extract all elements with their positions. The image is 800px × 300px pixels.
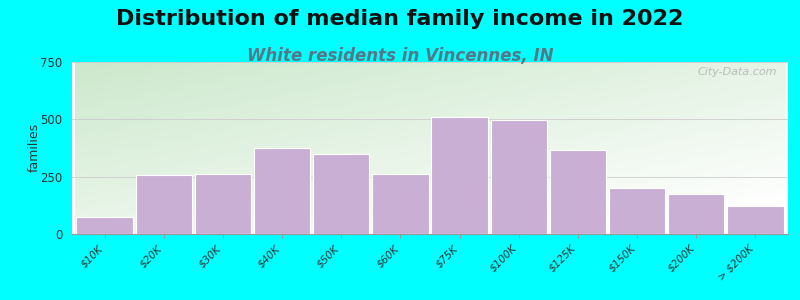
- Bar: [550, 150, 606, 234]
- Bar: [431, 117, 488, 234]
- Text: City-Data.com: City-Data.com: [698, 67, 778, 77]
- Bar: [609, 188, 666, 234]
- Bar: [136, 175, 192, 234]
- Bar: [313, 154, 370, 234]
- Bar: [194, 174, 251, 234]
- Bar: [254, 148, 310, 234]
- Text: Distribution of median family income in 2022: Distribution of median family income in …: [116, 9, 684, 29]
- Bar: [490, 120, 547, 234]
- Bar: [77, 217, 133, 234]
- Y-axis label: families: families: [28, 123, 41, 172]
- Text: White residents in Vincennes, IN: White residents in Vincennes, IN: [246, 46, 554, 64]
- Bar: [372, 174, 429, 234]
- Bar: [727, 206, 783, 234]
- Bar: [668, 194, 724, 234]
